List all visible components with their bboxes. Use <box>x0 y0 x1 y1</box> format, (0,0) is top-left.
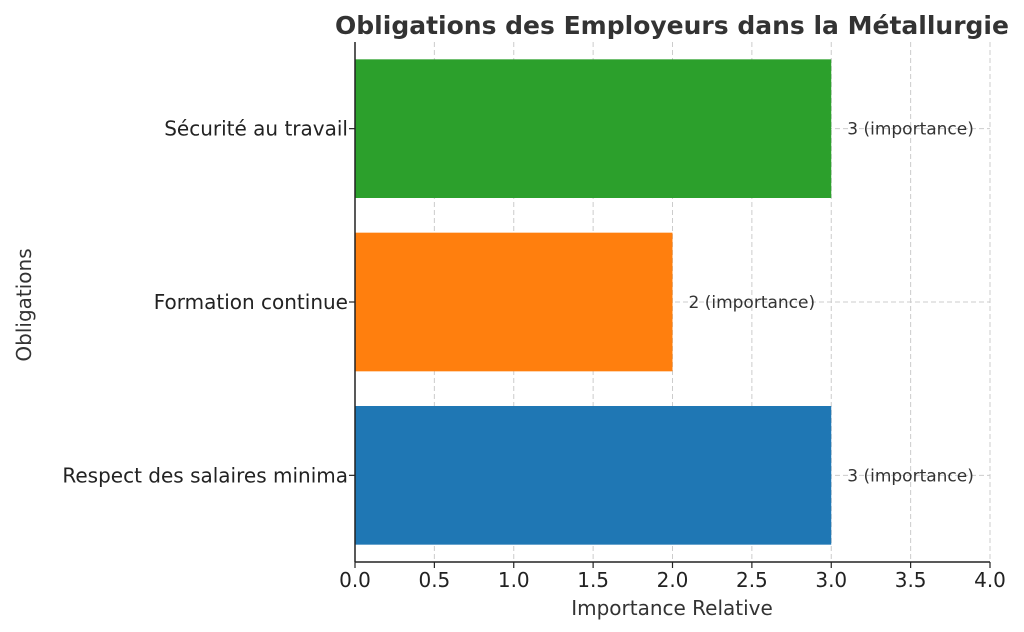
bar <box>355 59 832 199</box>
bar-data-label: 3 (importance) <box>847 120 974 140</box>
x-axis-title: Importance Relative <box>571 596 773 620</box>
x-tick-label: 3.5 <box>895 568 927 592</box>
x-tick-label: 1.5 <box>577 568 609 592</box>
y-tick-label: Formation continue <box>154 290 348 314</box>
x-tick-label: 0.5 <box>418 568 450 592</box>
x-tick-label: 2.0 <box>657 568 689 592</box>
y-ticks: Respect des salaires minima Formation con… <box>62 117 355 487</box>
x-tick-label: 4.0 <box>974 568 1006 592</box>
bar <box>355 406 832 545</box>
x-tick-label: 1.0 <box>498 568 530 592</box>
data-labels: 3 (importance) 2 (importance) 3 (importanc… <box>689 120 974 487</box>
x-ticks: 0.0 0.5 1.0 1.5 2.0 2.5 3.0 3.5 4.0 <box>339 562 1006 592</box>
bar-data-label: 3 (importance) <box>847 466 974 486</box>
y-tick-label: Respect des salaires minima <box>62 463 348 487</box>
y-tick-label: Sécurité au travail <box>164 117 348 141</box>
x-tick-label: 3.0 <box>815 568 847 592</box>
chart-title: Obligations des Employeurs dans la Métal… <box>335 11 1009 40</box>
x-tick-label: 2.5 <box>736 568 768 592</box>
bar-data-label: 2 (importance) <box>689 293 816 313</box>
x-tick-label: 0.0 <box>339 568 371 592</box>
bar <box>355 232 673 372</box>
y-axis-title: Obligations <box>12 248 36 361</box>
bars <box>355 59 832 545</box>
